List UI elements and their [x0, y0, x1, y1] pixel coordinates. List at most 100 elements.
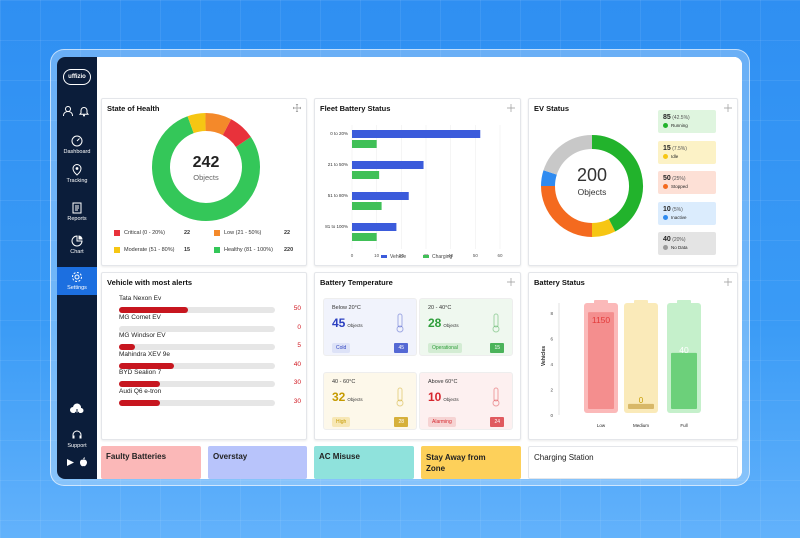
badge-percent: (5%): [672, 206, 683, 213]
main-content: State of Health 242 Objects Critical (0 …: [97, 57, 742, 479]
vehicle-name: Tata Nexon Ev: [119, 295, 162, 302]
y-tick-label: 81 to 100%: [325, 224, 348, 229]
ev-status-badge[interactable]: 15 (7.5%) Idle: [658, 140, 716, 164]
move-icon[interactable]: [507, 104, 515, 112]
temp-status-tag: Operational: [428, 343, 462, 353]
temp-vehicle-count: 45: [394, 343, 408, 353]
temp-range: 20 - 40°C: [428, 305, 452, 311]
move-icon[interactable]: [507, 278, 515, 286]
temperature-box[interactable]: Below 20°C 45 Objects Cold 45: [323, 298, 417, 356]
report-icon: [72, 202, 82, 214]
ev-status-badge[interactable]: 85 (42.5%) Running: [658, 110, 716, 133]
sidebar-item-dashboard[interactable]: Dashboard: [57, 135, 97, 157]
alert-row[interactable]: BYD Sealion 7 30: [119, 369, 309, 387]
gauge-icon: [71, 135, 83, 147]
x-tick-label: 40: [448, 253, 454, 258]
y-tick-label: 51 to 80%: [328, 193, 348, 198]
temp-unit: Objects: [443, 397, 459, 402]
legend-value: 15: [184, 247, 191, 253]
ev-status-badge[interactable]: 10 (5%) Inactive: [658, 201, 716, 225]
move-icon[interactable]: [293, 104, 301, 112]
badge-label: Stopped: [671, 184, 688, 189]
temperature-box[interactable]: Above 60°C 10 Objects Alarming 24: [419, 372, 513, 430]
vehicle-bar: [352, 223, 397, 231]
apple-icon[interactable]: [79, 457, 88, 467]
sidebar-item-support[interactable]: Support: [57, 429, 97, 451]
brand-logo[interactable]: uffizio: [63, 69, 91, 85]
status-dot: [663, 245, 668, 250]
alert-row[interactable]: Audi Q6 e-tron 30: [119, 388, 309, 406]
charging-station-card[interactable]: Charging Station: [528, 446, 738, 479]
x-tick-label: 0: [351, 253, 354, 258]
ac-misuse-card[interactable]: AC Misuse: [314, 446, 414, 479]
cloud-download-icon[interactable]: [69, 403, 85, 417]
card-title: Stay Away from Zone: [426, 453, 486, 473]
battery-body: [624, 303, 658, 413]
card-title: Faulty Batteries: [106, 452, 167, 461]
donut-segment: [541, 185, 593, 237]
battery-fill: [588, 312, 614, 409]
move-icon[interactable]: [724, 278, 732, 286]
sidebar-item-label: Support: [67, 443, 87, 449]
stay-away-zone-card[interactable]: Stay Away from Zone: [421, 446, 521, 479]
sidebar: uffizio Dashboard Tracking Reports Chart…: [57, 57, 97, 479]
health-total-label: Objects: [193, 173, 219, 182]
faulty-batteries-card[interactable]: Faulty Batteries: [101, 446, 201, 479]
temp-count: 10 Objects: [428, 390, 459, 404]
alert-row[interactable]: MG Comet EV 0: [119, 314, 309, 332]
thermometer-icon: [396, 313, 404, 333]
y-tick-label: 6: [550, 337, 553, 342]
sidebar-item-tracking[interactable]: Tracking: [57, 164, 97, 186]
alerts-card: Vehicle with most alerts Tata Nexon Ev 50…: [101, 272, 307, 440]
user-icon[interactable]: [62, 105, 74, 117]
badge-label: Running: [671, 123, 688, 128]
alert-row[interactable]: MG Windsor EV 5: [119, 332, 309, 350]
alert-bar-track: [119, 362, 275, 369]
location-pin-icon: [72, 164, 82, 176]
sidebar-item-chart[interactable]: Chart: [57, 235, 97, 257]
legend-low: Low (21 - 50%) 22: [214, 230, 304, 236]
donut-segment: [541, 170, 557, 187]
ev-status-badge[interactable]: 50 (25%) Stopped: [658, 171, 716, 194]
alert-row[interactable]: Mahindra XEV 9e 40: [119, 351, 309, 369]
badge-label: No Data: [671, 245, 688, 250]
vehicle-bar: [352, 192, 409, 200]
temperature-box[interactable]: 40 - 60°C 32 Objects High 28: [323, 372, 417, 430]
ev-status-badge[interactable]: 40 (20%) No Data: [658, 232, 716, 255]
sidebar-item-label: Reports: [67, 216, 87, 222]
sidebar-item-reports[interactable]: Reports: [57, 202, 97, 224]
temperature-box[interactable]: 20 - 40°C 28 Objects Operational 15: [419, 298, 513, 356]
y-tick-label: 0: [550, 413, 553, 418]
status-dot: [663, 123, 668, 128]
alert-bar-fill: [119, 307, 188, 313]
card-title: State of Health: [107, 104, 160, 113]
card-title: Vehicle with most alerts: [107, 278, 193, 287]
status-dot: [663, 214, 668, 220]
sidebar-item-settings[interactable]: Settings: [57, 267, 97, 295]
move-icon[interactable]: [724, 104, 732, 112]
legend-label: Low (21 - 50%): [224, 230, 262, 236]
overstay-card[interactable]: Overstay: [208, 446, 307, 479]
ev-total-label: Objects: [577, 187, 607, 197]
sidebar-top-icons: [62, 105, 90, 117]
y-tick-label: 8: [550, 311, 553, 316]
badge-label: Inactive: [671, 214, 687, 220]
alert-bar-fill: [119, 399, 161, 406]
legend-swatch: [381, 255, 387, 258]
alert-bar-fill: [119, 381, 161, 387]
temp-status-tag: High: [332, 417, 351, 427]
headset-icon: [72, 430, 82, 439]
alert-bar-fill: [119, 344, 135, 350]
bell-icon[interactable]: [78, 105, 90, 117]
google-play-icon[interactable]: [66, 458, 75, 467]
donut-segment: [591, 135, 643, 232]
y-tick-label: 2: [550, 388, 553, 393]
charging-bar: [352, 233, 377, 241]
badge-value: 85: [663, 114, 671, 121]
donut-segment: [152, 116, 260, 221]
alert-row[interactable]: Tata Nexon Ev 50: [119, 295, 309, 313]
alert-bar-track: [119, 344, 275, 350]
state-of-health-card: State of Health 242 Objects Critical (0 …: [101, 98, 307, 266]
card-title: EV Status: [534, 104, 570, 113]
temp-status-tag: Cold: [332, 343, 351, 353]
